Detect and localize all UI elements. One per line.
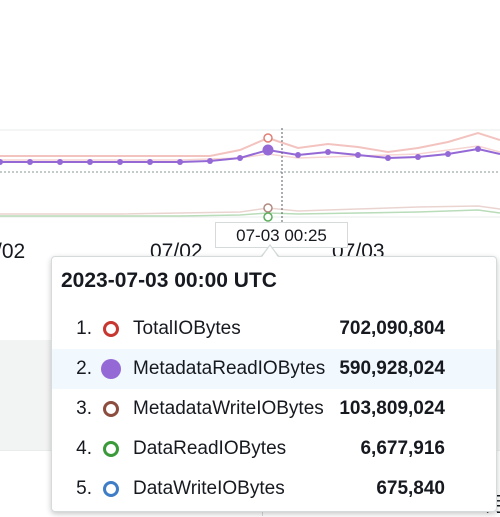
tooltip-row[interactable]: 1. TotalIOBytes 702,090,804: [52, 309, 496, 349]
series-name: DataWriteIOBytes: [133, 478, 285, 499]
series-marker-icon: [100, 398, 122, 420]
chart-plot[interactable]: [0, 0, 500, 340]
row-index: 5.: [76, 478, 92, 499]
series-name: MetadataReadIOBytes: [133, 358, 326, 379]
series-marker-icon: [100, 478, 122, 500]
metrics-chart[interactable]: /02 07/02 07/03 07-03 00:25: [0, 0, 500, 340]
hover-time-label: 07-03 00:25: [215, 222, 348, 248]
hover-marker-metadata-write: [263, 203, 273, 213]
tooltip-row[interactable]: 4. DataReadIOBytes 6,677,916: [52, 429, 496, 469]
tooltip-title: 2023-07-03 00:00 UTC: [61, 269, 277, 292]
series-name: DataReadIOBytes: [133, 438, 287, 459]
chart-tooltip: 2023-07-03 00:00 UTC 1. TotalIOBytes 702…: [51, 256, 497, 512]
tooltip-row[interactable]: 3. MetadataWriteIOBytes 103,809,024: [52, 389, 496, 429]
row-index: 1.: [76, 318, 92, 339]
row-index: 2.: [76, 358, 92, 379]
x-tick-label: /02: [0, 240, 26, 263]
series-line-metadata-write: [0, 205, 500, 215]
hover-marker-metadata-read: [262, 144, 274, 156]
series-value: 590,928,024: [339, 358, 445, 379]
series-value: 702,090,804: [339, 318, 445, 339]
series-value: 103,809,024: [339, 398, 445, 419]
series-line-metadata-read: [0, 147, 500, 163]
series-name: TotalIOBytes: [133, 318, 241, 339]
series-line-total: [0, 131, 500, 157]
series-marker-icon: [100, 358, 122, 380]
series-name: MetadataWriteIOBytes: [133, 398, 324, 419]
tooltip-caret: [262, 246, 278, 257]
row-index: 4.: [76, 438, 92, 459]
series-line-total-secondary: [0, 145, 500, 161]
row-index: 3.: [76, 398, 92, 419]
series-marker-icon: [100, 318, 122, 340]
series-value: 675,840: [376, 478, 445, 499]
hover-marker-total: [263, 133, 273, 143]
tooltip-row-highlighted[interactable]: 2. MetadataReadIOBytes 590,928,024: [52, 349, 496, 389]
tooltip-row[interactable]: 5. DataWriteIOBytes 675,840: [52, 469, 496, 509]
hover-marker-data-read: [263, 212, 273, 222]
series-points-metadata-read: [0, 146, 481, 165]
series-marker-icon: [100, 438, 122, 460]
series-value: 6,677,916: [360, 438, 445, 459]
